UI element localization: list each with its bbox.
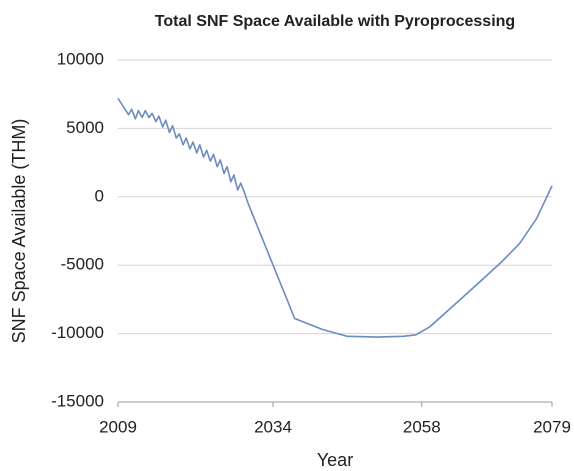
x-tick-label: 2034 [254,417,292,436]
y-tick-label: 0 [95,186,104,205]
y-tick-label: 10000 [57,49,104,68]
chart-title: Total SNF Space Available with Pyroproce… [155,13,515,30]
x-tick-label: 2009 [99,417,137,436]
data-line [117,97,553,338]
y-tick-label: -5000 [61,255,104,274]
y-axis-label: SNF Space Available (THM) [9,119,29,344]
x-axis-label: Year [317,450,353,470]
y-tick-label: -10000 [51,323,104,342]
x-tick-label: 2058 [403,417,441,436]
y-tick-label: -15000 [51,391,104,410]
y-tick-label: 5000 [66,118,104,137]
x-tick-label: 2079 [533,417,571,436]
